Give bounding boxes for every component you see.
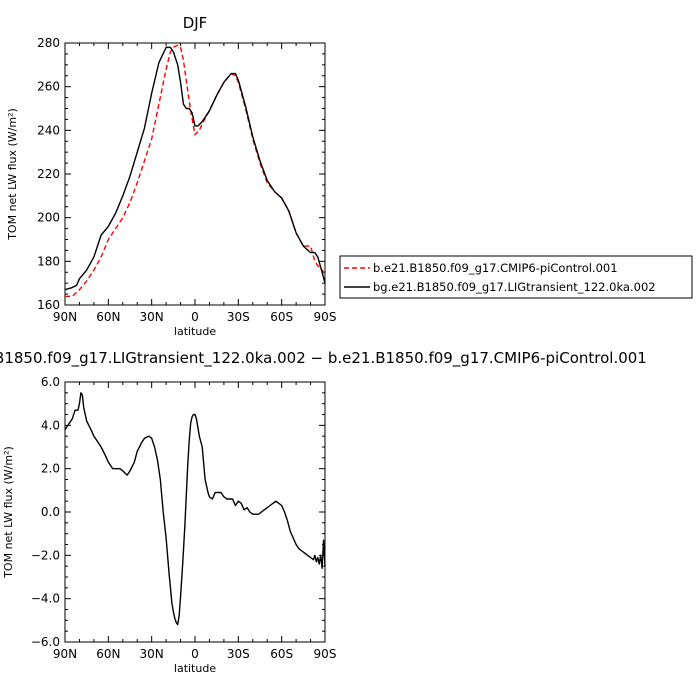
series-line-1 [64, 392, 326, 626]
chart-title: bg.e21.B1850.f09_g17.LIGtransient_122.0k… [0, 349, 647, 368]
y-tick-label: 220 [37, 167, 60, 181]
y-tick-label: 280 [37, 36, 60, 50]
series-line-2 [64, 46, 326, 291]
legend-box [339, 255, 693, 299]
y-tick-label: −6.0 [31, 635, 60, 649]
y-tick-label: 260 [37, 80, 60, 94]
x-axis-label: latitude [174, 325, 216, 338]
plot-frame [64, 381, 326, 643]
legend-entry: bg.e21.B1850.f09_g17.LIGtransient_122.0k… [373, 280, 656, 294]
x-tick-label: 60N [96, 310, 120, 324]
y-axis-label: TOM net LW flux (W/m²) [6, 108, 19, 241]
y-tick-label: 2.0 [41, 462, 60, 476]
x-tick-label: 90S [314, 310, 337, 324]
x-tick-label: 60N [96, 647, 120, 661]
x-tick-label: 60S [270, 310, 293, 324]
y-tick-label: 6.0 [41, 375, 60, 389]
legend-entry: b.e21.B1850.f09_g17.CMIP6-piControl.001 [373, 261, 618, 275]
x-tick-label: 30N [140, 647, 164, 661]
y-tick-label: −2.0 [31, 548, 60, 562]
x-axis-label: latitude [174, 662, 216, 675]
x-tick-label: 0 [191, 310, 199, 324]
x-tick-label: 30S [227, 647, 250, 661]
chart-panel-2: bg.e21.B1850.f09_g17.LIGtransient_122.0k… [0, 349, 647, 675]
chart-title: DJF [183, 14, 208, 32]
x-tick-label: 30N [140, 310, 164, 324]
x-tick-label: 60S [270, 647, 293, 661]
x-tick-label: 90N [53, 310, 77, 324]
series-line-1 [65, 44, 326, 297]
x-tick-label: 90S [314, 647, 337, 661]
y-tick-label: −4.0 [31, 592, 60, 606]
y-tick-label: 240 [37, 123, 60, 137]
legend: b.e21.B1850.f09_g17.CMIP6-piControl.001b… [339, 255, 693, 299]
chart-panel-1: DJF 90N 60N 30N 0 30S 60S 90S 160 180 200 220 240 260… [6, 14, 693, 338]
x-tick-label: 0 [191, 647, 199, 661]
y-tick-label: 0.0 [41, 505, 60, 519]
y-tick-label: 160 [37, 298, 60, 312]
y-axis-label: TOM net LW flux (W/m²) [2, 446, 15, 579]
y-tick-label: 180 [37, 254, 60, 268]
x-tick-label: 30S [227, 310, 250, 324]
x-tick-label: 90N [53, 647, 77, 661]
y-tick-label: 200 [37, 211, 60, 225]
y-tick-label: 4.0 [41, 418, 60, 432]
plot-frame [64, 42, 326, 306]
